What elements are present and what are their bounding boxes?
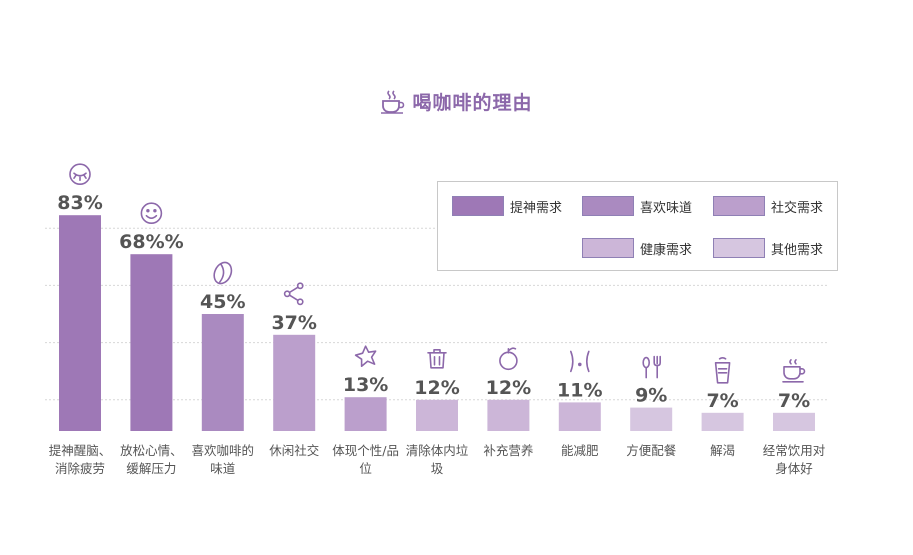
cutlery-icon bbox=[642, 355, 662, 379]
legend-label: 喜欢味道 bbox=[640, 200, 693, 216]
category-label: 放松心情、 bbox=[120, 443, 183, 458]
bar bbox=[201, 314, 244, 431]
legend-swatch bbox=[582, 196, 634, 216]
legend-label: 社交需求 bbox=[771, 200, 824, 216]
bar bbox=[273, 334, 316, 431]
legend-swatch bbox=[582, 238, 634, 258]
legend-item-1: 提神需求 bbox=[452, 196, 562, 216]
category-label: 身体好 bbox=[775, 461, 813, 476]
trash-icon bbox=[427, 348, 447, 369]
legend-swatch bbox=[713, 238, 765, 258]
waist-icon bbox=[569, 350, 590, 373]
legend-item-4: 健康需求 bbox=[582, 238, 692, 258]
legend-label: 其他需求 bbox=[771, 242, 824, 258]
bar bbox=[416, 399, 458, 431]
category-label: 味道 bbox=[210, 461, 236, 476]
legend: 提神需求 喜欢味道 社交需求 健康需求 其他需求 bbox=[437, 181, 838, 271]
legend-item-2: 喜欢味道 bbox=[582, 196, 692, 216]
category-label: 提神醒脑、 bbox=[49, 443, 112, 458]
category-label: 缓解压力 bbox=[126, 461, 176, 476]
fruit-icon bbox=[499, 347, 518, 371]
chart-title-text: 喝咖啡的理由 bbox=[412, 92, 533, 114]
category-label: 位 bbox=[359, 461, 372, 476]
bar-value-label: 37% bbox=[271, 312, 316, 334]
bar bbox=[773, 412, 815, 431]
category-label: 能减肥 bbox=[561, 443, 599, 458]
chart-title-wrap: 喝咖啡的理由 bbox=[0, 88, 913, 118]
bar-value-label: 13% bbox=[343, 374, 388, 396]
legend-swatch bbox=[452, 196, 504, 216]
chart-title: 喝咖啡的理由 bbox=[380, 88, 532, 115]
bar-value-label: 7% bbox=[778, 390, 810, 412]
bar-value-label: 11% bbox=[557, 379, 602, 401]
bar bbox=[701, 412, 744, 431]
legend-item-3: 社交需求 bbox=[713, 196, 823, 216]
category-label: 圾 bbox=[431, 461, 444, 476]
coffee-cup-icon bbox=[782, 358, 806, 383]
category-label: 清除体内垃 bbox=[406, 443, 469, 458]
category-label: 喜欢咖啡的 bbox=[192, 443, 255, 458]
category-label: 休闲社交 bbox=[269, 443, 319, 458]
category-label: 方便配餐 bbox=[626, 443, 677, 458]
bar-value-label: 7% bbox=[706, 390, 738, 412]
legend-item-5: 其他需求 bbox=[713, 238, 823, 258]
category-label: 消除疲劳 bbox=[55, 461, 105, 476]
bar-value-label: 12% bbox=[414, 377, 459, 399]
bar-value-label: 68%% bbox=[119, 231, 184, 253]
coffee-bean-icon bbox=[213, 261, 233, 285]
bar bbox=[630, 407, 673, 431]
bar bbox=[487, 399, 530, 431]
sleepy-eye-icon bbox=[69, 163, 91, 185]
bar bbox=[130, 254, 173, 431]
star-badge-icon bbox=[354, 345, 377, 368]
coffee-cup-icon bbox=[381, 89, 405, 114]
share-icon bbox=[283, 282, 304, 306]
bar-value-label: 83% bbox=[57, 192, 102, 214]
legend-swatch bbox=[713, 196, 765, 216]
category-label: 解渴 bbox=[710, 443, 735, 458]
drink-cup-icon bbox=[714, 357, 731, 384]
bar-value-label: 45% bbox=[200, 291, 245, 313]
bar-value-label: 9% bbox=[635, 385, 667, 407]
bar bbox=[344, 397, 387, 431]
category-label: 经常饮用对 bbox=[763, 443, 826, 458]
smile-icon bbox=[140, 202, 163, 224]
bar-value-label: 12% bbox=[486, 377, 531, 399]
bar bbox=[558, 402, 601, 431]
legend-label: 健康需求 bbox=[640, 242, 693, 258]
bar bbox=[59, 215, 101, 431]
legend-label: 提神需求 bbox=[510, 200, 563, 216]
category-label: 补充营养 bbox=[483, 443, 533, 458]
category-label: 体现个性/品 bbox=[332, 443, 399, 458]
